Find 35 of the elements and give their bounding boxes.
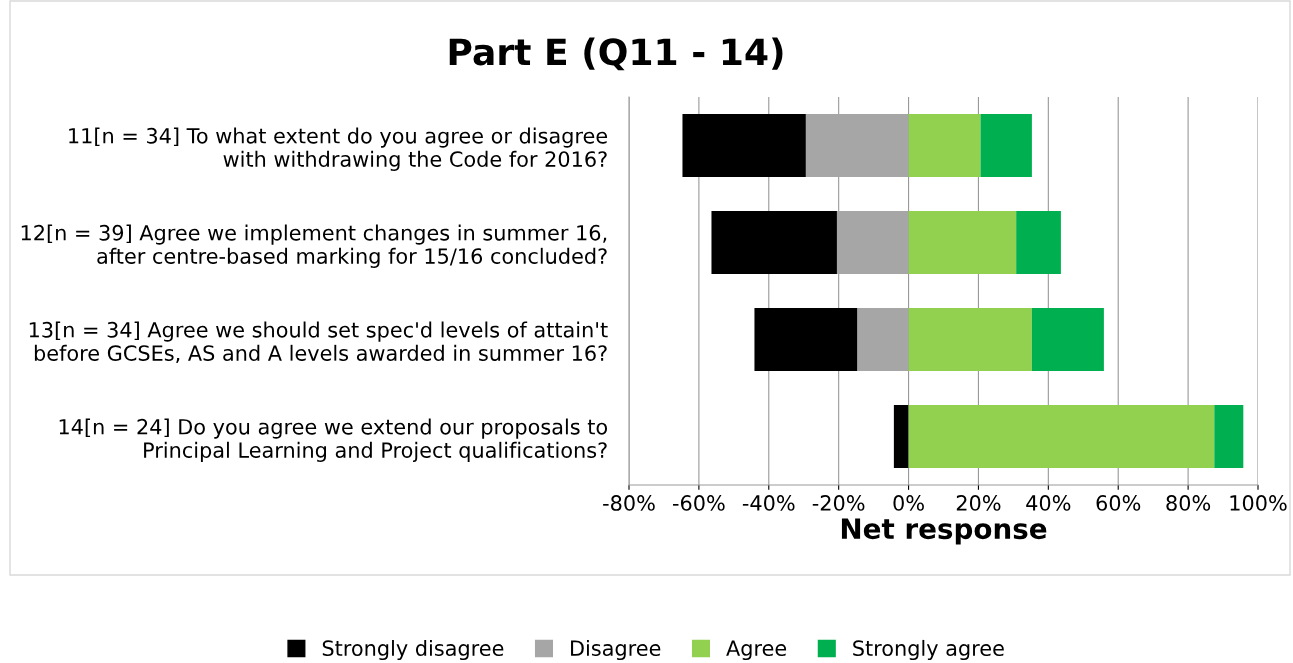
x-tick-label: 40% [1026, 495, 1071, 511]
x-tick-label: 100% [1230, 495, 1287, 511]
legend-label: Strongly agree [853, 639, 1004, 661]
x-tick-label: 20% [956, 495, 1001, 511]
y-tick-label: 13[n = 34] Agree we should set spec'd levels of attain't before GCSEs, AS and A levels awarded in summer 16? [29, 321, 608, 364]
bar [682, 113, 806, 178]
bar [711, 210, 837, 275]
legend-label: Disagree [571, 639, 661, 661]
bar [908, 210, 1017, 275]
x-tick-label: 80% [1166, 495, 1211, 511]
y-tick-label: 14[n = 24] Do you agree we extend our proposals to Principal Learning and Project qualifications? [59, 418, 608, 462]
bar [980, 113, 1032, 178]
x-tick-label: -20% [812, 495, 865, 511]
bar [908, 404, 1215, 469]
x-tick-label: -40% [742, 495, 795, 511]
x-tick-label: 0% [893, 495, 924, 511]
x-tick-label: -60% [673, 495, 725, 511]
legend-label: Strongly disagree [322, 639, 504, 661]
bar [805, 113, 909, 178]
bar [893, 404, 909, 469]
bar [836, 210, 909, 275]
bar [908, 113, 981, 178]
bar [857, 307, 909, 372]
bar [1214, 404, 1244, 469]
y-tick-label: 11[n = 34] To what extent do you agree or disagree with withdrawing the Code for 2016? [69, 127, 608, 171]
x-axis-title: Net response [841, 518, 1047, 545]
y-tick-label: 12[n = 39] Agree we implement changes in summer 16, after centre-based marking for 15/16 concluded? [21, 224, 607, 268]
bar [1031, 307, 1104, 372]
x-tick-label: 60% [1096, 495, 1141, 511]
chart-title: Part E (Q11 - 14) [449, 37, 783, 71]
x-tick-label: -80% [603, 495, 655, 511]
bar [908, 307, 1032, 372]
bar [1016, 210, 1061, 275]
legend-label: Agree [726, 640, 787, 661]
bar [754, 307, 858, 372]
